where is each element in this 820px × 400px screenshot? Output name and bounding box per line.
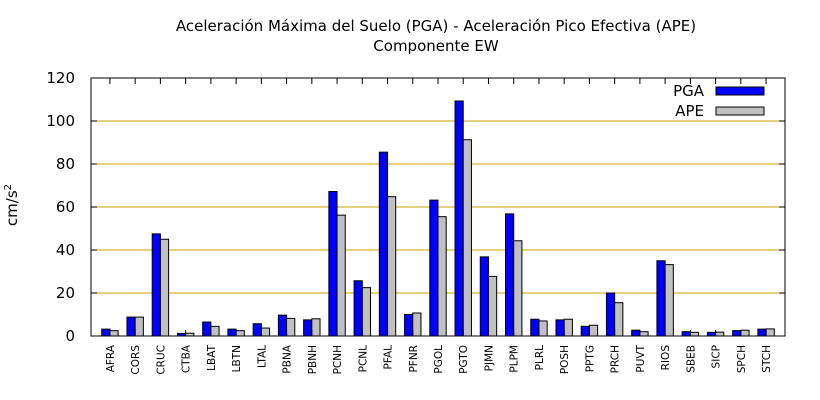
bar-pga-prch — [605, 292, 616, 337]
y-tick-label: 60 — [56, 198, 75, 216]
legend-label-pga: PGA — [673, 82, 705, 100]
x-tick-label: STCH — [761, 345, 773, 373]
x-tick-label: PFAL — [383, 345, 395, 370]
x-tick-label: LBAT — [206, 344, 218, 370]
bar-pga-ltal — [252, 323, 262, 337]
bar-pga-stch — [757, 328, 767, 337]
bar-pga-pcnh — [328, 191, 338, 337]
bar-pga-pbnh — [303, 319, 313, 337]
bar-pga-pgto — [454, 100, 464, 337]
chart-subtitle: Componente EW — [373, 37, 499, 55]
x-tick-label: PCNL — [357, 345, 369, 373]
x-tick-label: PFNR — [408, 345, 420, 373]
legend-swatch-ape — [715, 106, 765, 116]
bar-pga-pgol — [429, 199, 439, 337]
x-tick-label: SBEB — [685, 345, 697, 373]
x-tick-label: PRCH — [610, 345, 622, 373]
bar-ape-rios — [664, 264, 674, 337]
bar-ape-pptg — [588, 324, 599, 337]
x-tick-label: PPTG — [584, 345, 596, 372]
bar-pga-sbeb — [681, 331, 691, 337]
bar-ape-cors — [134, 316, 144, 337]
x-tick-label: POSH — [559, 345, 571, 374]
bar-pga-pptg — [580, 325, 590, 337]
bar-ape-pfal — [387, 196, 397, 337]
bar-ape-cruc — [159, 238, 170, 337]
bar-pga-cors — [126, 316, 136, 337]
bar-pga-cruc — [151, 233, 161, 337]
x-tick-label: CTBA — [181, 344, 193, 373]
bar-ape-pcnh — [336, 214, 346, 337]
x-tick-label: PLPM — [509, 345, 521, 373]
bar-pga-pcnl — [353, 280, 363, 337]
x-tick-label: RIOS — [660, 345, 672, 371]
bar-ape-sbeb — [689, 331, 700, 337]
bar-pga-rios — [656, 260, 666, 337]
bar-ape-stch — [765, 328, 775, 337]
x-tick-label: CRUC — [155, 345, 167, 375]
bar-ape-pgto — [462, 139, 472, 337]
bar-ape-pbnh — [311, 318, 321, 337]
x-tick-label: PUVT — [635, 344, 647, 372]
legend-swatch-pga — [715, 86, 765, 96]
bar-ape-pbna — [286, 317, 296, 337]
x-tick-label: PGTO — [458, 345, 470, 374]
bar-pga-spch — [732, 330, 742, 337]
x-tick-label: PBNH — [307, 345, 319, 374]
bar-ape-posh — [563, 318, 573, 337]
y-tick-label: 120 — [46, 69, 75, 87]
x-tick-label: PJMN — [483, 345, 495, 371]
x-tick-label: LTAL — [256, 345, 268, 368]
x-tick-label: SPCH — [736, 345, 748, 373]
legend-label-ape: APE — [675, 102, 704, 120]
legend: PGA APE — [673, 82, 765, 120]
x-tick-label: PBNA — [282, 344, 294, 373]
chart-title: Aceleración Máxima del Suelo (PGA) - Ace… — [175, 17, 697, 35]
y-tick-label: 0 — [65, 327, 75, 345]
axis-ticks: 0 20 40 60 80 100 120 AFRA CORS CRUC CTBA LBAT LBTN L… — [46, 69, 785, 375]
x-tick-label: AFRA — [105, 344, 117, 372]
y-tick-label: 80 — [56, 155, 75, 173]
bar-ape-sicp — [715, 331, 725, 337]
x-tick-label: PLRL — [534, 345, 546, 370]
bar-pga-puvt — [631, 329, 641, 337]
bar-pga-plpm — [505, 213, 515, 337]
bar-ape-pcnl — [361, 287, 371, 337]
y-tick-label: 100 — [46, 112, 75, 130]
bar-pga-pfal — [378, 151, 389, 337]
x-tick-label: PGOL — [433, 345, 445, 374]
bar-pga-pjmn — [479, 256, 489, 337]
bar-pga-pfnr — [404, 314, 414, 337]
x-tick-label: LBTN — [231, 345, 243, 372]
bar-pga-plrl — [530, 318, 540, 337]
bar-pga-afra — [101, 328, 111, 337]
bar-ape-plpm — [513, 240, 523, 337]
bar-ape-puvt — [639, 331, 649, 337]
bars — [101, 100, 775, 337]
bar-pga-lbtn — [227, 328, 237, 337]
y-tick-label: 20 — [56, 284, 75, 302]
bar-ape-plrl — [538, 320, 548, 337]
bar-ape-pfnr — [412, 312, 422, 337]
bar-pga-posh — [555, 319, 565, 337]
bar-pga-lbat — [202, 321, 212, 337]
bar-pga-pbna — [277, 314, 288, 337]
y-tick-label: 40 — [56, 241, 75, 259]
x-tick-label: CORS — [130, 345, 142, 375]
bar-ape-afra — [109, 330, 119, 337]
bar-ape-lbat — [210, 325, 220, 337]
bar-ape-lbtn — [235, 330, 245, 337]
bar-ape-prch — [614, 302, 624, 337]
bar-pga-sicp — [706, 331, 717, 337]
bar-ape-spch — [740, 329, 750, 337]
bar-ape-pjmn — [487, 275, 498, 337]
bar-ape-pgol — [437, 216, 447, 337]
bar-ape-ltal — [260, 327, 271, 337]
x-tick-label: PCNH — [332, 345, 344, 374]
x-tick-label: SICP — [711, 345, 723, 368]
